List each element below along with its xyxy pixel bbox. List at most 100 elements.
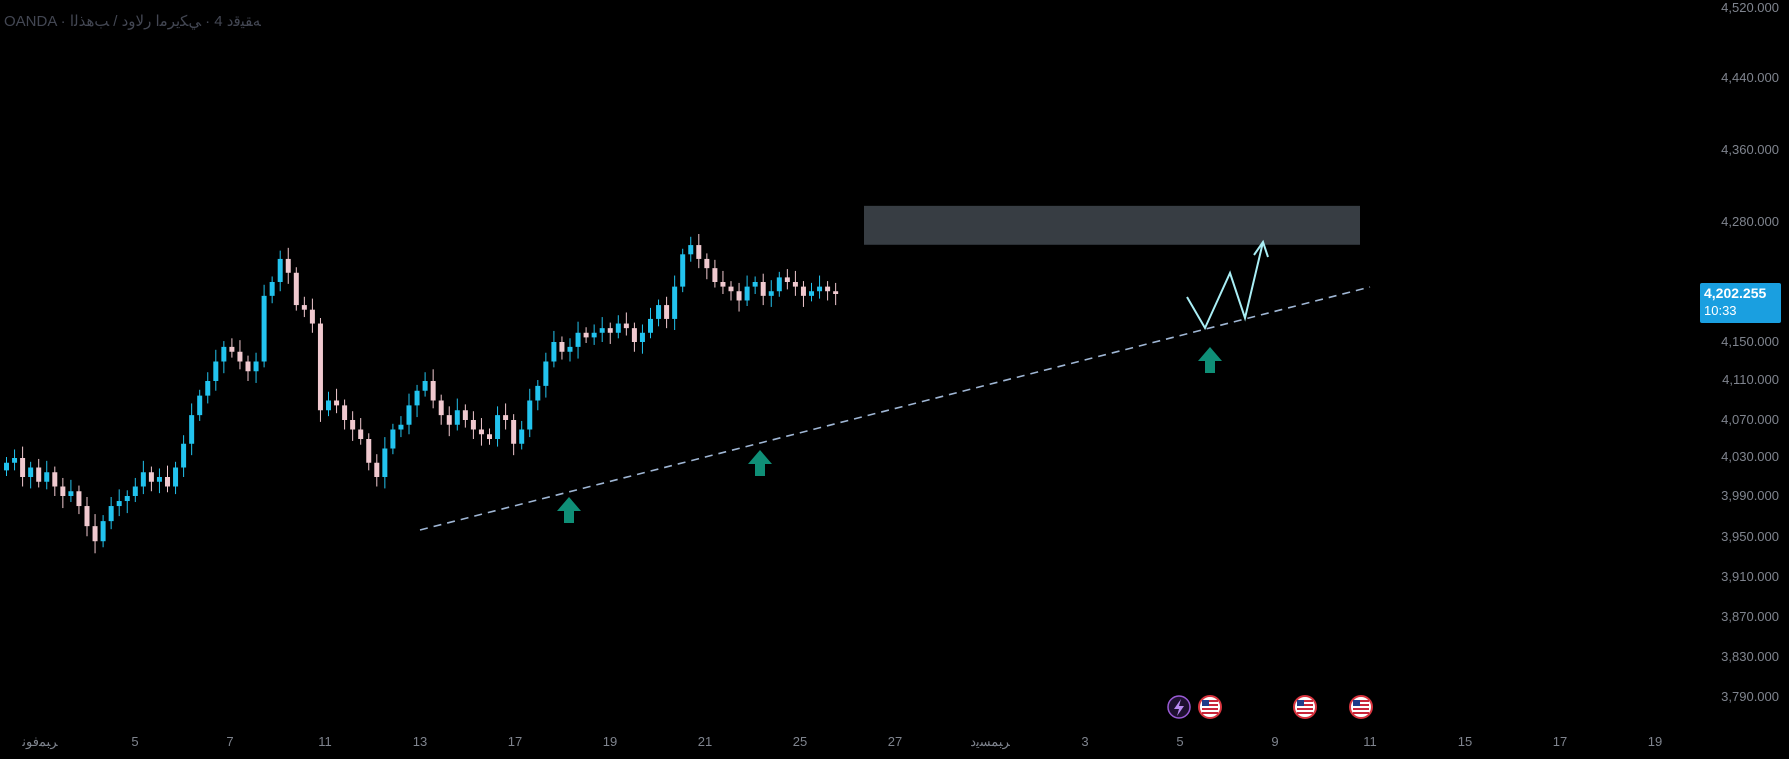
candle [342,399,348,430]
candle [398,416,404,438]
resistance-zone [864,205,1360,245]
candle-body [342,405,348,420]
candle [165,465,170,493]
flag-ring [1349,695,1373,719]
candle-body [535,385,541,401]
candle [350,411,356,441]
candle-body [173,467,179,487]
candle-body [334,400,340,406]
candle-body [68,491,74,496]
x-tick-label: 3 [1081,734,1088,749]
candle-body [430,381,436,401]
x-tick-label: 17 [1553,734,1567,749]
candle-body [825,286,831,292]
us-flag-icon [1198,695,1222,719]
candle [696,234,702,269]
y-tick-label: 4,070.000 [1721,412,1779,427]
candle [591,324,597,345]
candle-body [92,526,98,542]
lightning-bolt [1174,699,1184,716]
candle [148,466,154,492]
us-flag-icon [1349,695,1373,719]
candle [527,388,533,438]
candle-body [712,268,718,282]
flag-stripe [1353,704,1369,706]
x-tick-label: 21 [698,734,712,749]
candle-body [776,277,782,292]
candle [438,394,444,425]
flag-stripe [1353,708,1369,710]
candle [623,312,629,336]
candle [269,276,275,304]
candle [825,281,831,301]
candle [760,273,766,306]
candle-body [28,467,34,477]
candle [543,352,549,398]
candle-body [4,462,9,471]
candle [712,259,718,288]
support-arrow-icon [1198,347,1222,373]
candle [156,468,162,494]
candle-body [792,282,798,287]
candle-body [350,420,356,430]
candle [334,388,340,414]
candle-body [607,328,613,333]
candle-body [575,332,581,347]
support-arrows-layer [557,347,1222,523]
candle-body [543,361,549,386]
candle [511,414,517,456]
ascending-trendline [419,286,1371,531]
candle [28,461,34,489]
candle-body [358,429,364,439]
candle-body [583,332,589,338]
candle [809,282,814,302]
x-tick-label: 19 [603,734,617,749]
candle-body [728,286,734,292]
candle-body [213,361,219,381]
candle [704,253,710,280]
candle-body [60,486,66,496]
x-tick-label: 11 [1363,734,1377,749]
candle [487,428,492,445]
candle-body [197,395,203,416]
candle [800,281,806,307]
candle [639,324,645,354]
flag-stripe [1353,712,1369,714]
candle [744,275,750,306]
x-tick-label: 19 [1648,734,1662,749]
y-tick-label: 4,520.000 [1721,0,1779,15]
candle-body [52,472,58,487]
candle-body [189,415,195,444]
candle-body [374,462,380,477]
candle [430,369,436,409]
candle [503,403,509,430]
candle [390,423,396,455]
candle [615,315,621,339]
candle [189,403,195,456]
candle-body [221,346,227,362]
candle [309,298,315,333]
candle-body [406,405,412,425]
y-tick-label: 3,830.000 [1721,649,1779,664]
candle-body [599,328,605,333]
y-tick-label: 3,790.000 [1721,689,1779,704]
candle [12,449,18,471]
candle-body [261,295,267,362]
us-flag-icon [1293,695,1317,719]
y-tick-label: 4,030.000 [1721,449,1779,464]
candle-body [446,415,452,425]
candle [720,270,726,294]
candle-body [124,496,130,502]
event-icons-layer [1167,695,1373,719]
candle [535,380,541,411]
projection-path [1186,241,1264,331]
flag-canton [1297,700,1304,706]
candle [664,296,670,329]
candle-body [809,291,814,296]
candle-body [382,448,388,477]
candle-body [656,305,662,319]
candle-body [623,323,629,329]
flag-canton [1353,700,1360,706]
candle [462,404,468,428]
